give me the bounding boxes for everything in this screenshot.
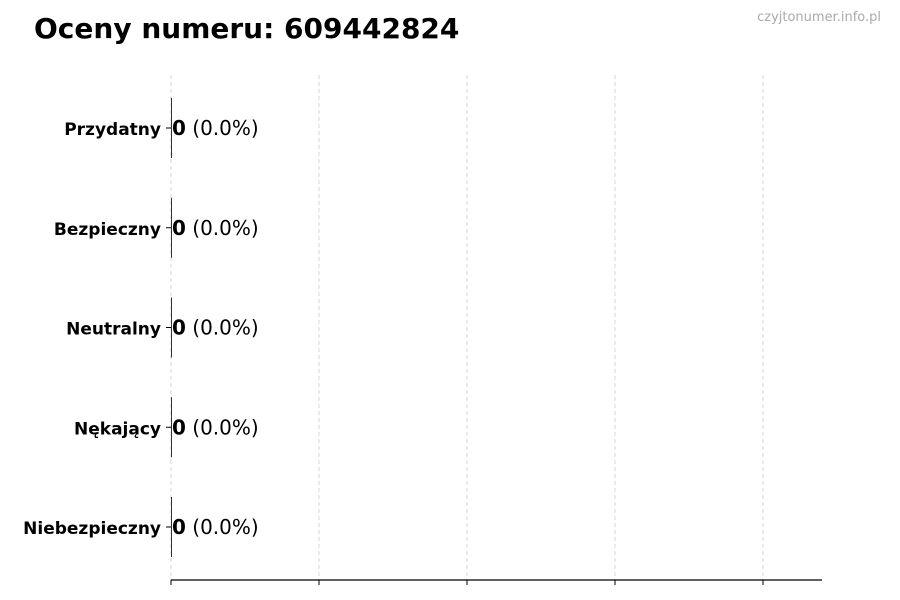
data-label: 0 (0.0%) — [172, 415, 259, 439]
data-percent: (0.0%) — [186, 415, 259, 439]
data-percent: (0.0%) — [186, 515, 259, 539]
data-percent: (0.0%) — [186, 316, 259, 340]
watermark: czyjtonumer.info.pl — [757, 10, 881, 25]
data-label: 0 (0.0%) — [172, 116, 259, 140]
bar — [171, 297, 172, 358]
category-label: Nękający — [74, 419, 161, 439]
data-value: 0 — [172, 216, 186, 240]
data-label: 0 (0.0%) — [172, 316, 259, 340]
category-label: Przydatny — [64, 120, 161, 140]
bar — [171, 497, 172, 557]
category-label: Bezpieczny — [54, 220, 161, 240]
data-percent: (0.0%) — [186, 116, 259, 140]
bar — [171, 197, 172, 258]
data-value: 0 — [172, 116, 186, 140]
data-value: 0 — [172, 316, 186, 340]
data-label: 0 (0.0%) — [172, 216, 259, 240]
bar — [171, 397, 172, 458]
chart-title: Oceny numeru: 609442824 — [34, 12, 460, 45]
data-label: 0 (0.0%) — [172, 515, 259, 539]
category-label: Niebezpieczny — [23, 519, 161, 539]
bar — [171, 98, 172, 158]
category-label: Neutralny — [66, 320, 161, 340]
data-value: 0 — [172, 415, 186, 439]
data-percent: (0.0%) — [186, 216, 259, 240]
data-value: 0 — [172, 515, 186, 539]
